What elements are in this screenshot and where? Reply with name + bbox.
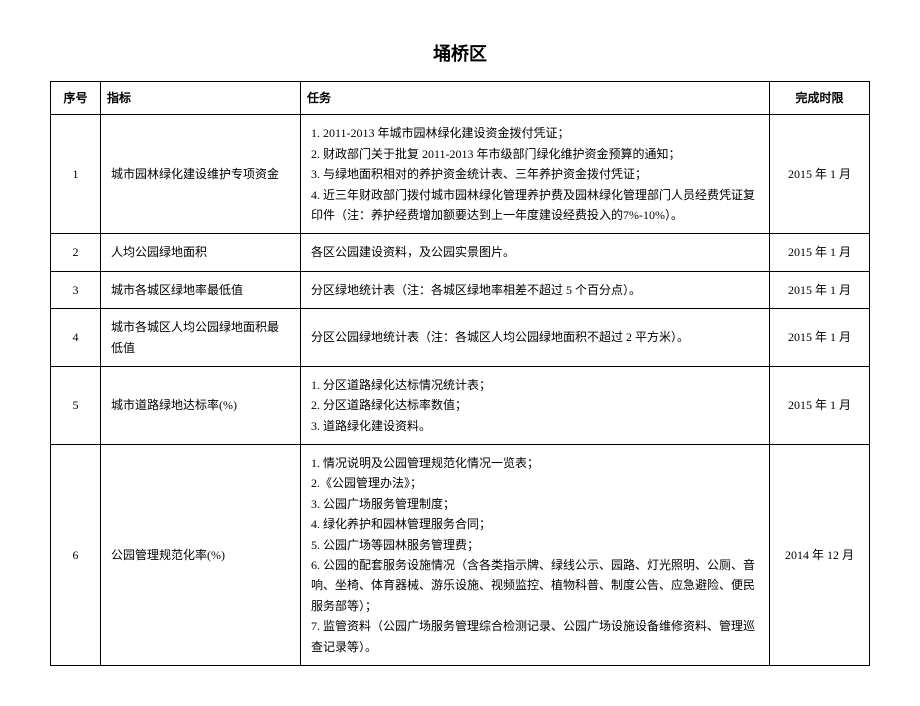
cell-task: 1. 2011-2013 年城市园林绿化建设资金拨付凭证；2. 财政部门关于批复…	[301, 115, 770, 234]
cell-num: 5	[51, 366, 101, 444]
task-line: 2. 分区道路绿化达标率数值；	[311, 395, 759, 415]
cell-deadline: 2015 年 1 月	[770, 366, 870, 444]
col-header-task: 任务	[301, 82, 770, 115]
cell-deadline: 2015 年 1 月	[770, 309, 870, 367]
task-line: 5. 公园广场等园林服务管理费；	[311, 535, 759, 555]
col-header-indicator: 指标	[101, 82, 301, 115]
task-line: 2. 财政部门关于批复 2011-2013 年市级部门绿化维护资金预算的通知；	[311, 144, 759, 164]
cell-indicator: 城市园林绿化建设维护专项资金	[101, 115, 301, 234]
cell-task: 各区公园建设资料，及公园实景图片。	[301, 234, 770, 271]
task-line: 1. 情况说明及公园管理规范化情况一览表；	[311, 453, 759, 473]
main-table: 序号 指标 任务 完成时限 1城市园林绿化建设维护专项资金1. 2011-201…	[50, 81, 870, 666]
task-line: 1. 分区道路绿化达标情况统计表；	[311, 375, 759, 395]
cell-deadline: 2015 年 1 月	[770, 115, 870, 234]
cell-num: 4	[51, 309, 101, 367]
cell-task: 1. 分区道路绿化达标情况统计表；2. 分区道路绿化达标率数值；3. 道路绿化建…	[301, 366, 770, 444]
task-line: 3. 与绿地面积相对的养护资金统计表、三年养护资金拨付凭证；	[311, 164, 759, 184]
cell-indicator: 城市道路绿地达标率(%)	[101, 366, 301, 444]
table-row: 4城市各城区人均公园绿地面积最低值分区公园绿地统计表（注：各城区人均公园绿地面积…	[51, 309, 870, 367]
cell-task: 1. 情况说明及公园管理规范化情况一览表；2.《公园管理办法》；3. 公园广场服…	[301, 445, 770, 666]
col-header-num: 序号	[51, 82, 101, 115]
cell-task: 分区绿地统计表（注：各城区绿地率相差不超过 5 个百分点）。	[301, 271, 770, 308]
cell-indicator: 公园管理规范化率(%)	[101, 445, 301, 666]
cell-num: 6	[51, 445, 101, 666]
task-line: 6. 公园的配套服务设施情况（含各类指示牌、绿线公示、园路、灯光照明、公厕、音响…	[311, 555, 759, 616]
table-header-row: 序号 指标 任务 完成时限	[51, 82, 870, 115]
task-line: 分区绿地统计表（注：各城区绿地率相差不超过 5 个百分点）。	[311, 280, 759, 300]
table-body: 1城市园林绿化建设维护专项资金1. 2011-2013 年城市园林绿化建设资金拨…	[51, 115, 870, 666]
task-line: 分区公园绿地统计表（注：各城区人均公园绿地面积不超过 2 平方米）。	[311, 327, 759, 347]
cell-deadline: 2014 年 12 月	[770, 445, 870, 666]
table-row: 3城市各城区绿地率最低值分区绿地统计表（注：各城区绿地率相差不超过 5 个百分点…	[51, 271, 870, 308]
task-line: 4. 绿化养护和园林管理服务合同；	[311, 514, 759, 534]
task-line: 1. 2011-2013 年城市园林绿化建设资金拨付凭证；	[311, 123, 759, 143]
cell-indicator: 城市各城区人均公园绿地面积最低值	[101, 309, 301, 367]
table-row: 1城市园林绿化建设维护专项资金1. 2011-2013 年城市园林绿化建设资金拨…	[51, 115, 870, 234]
cell-num: 3	[51, 271, 101, 308]
table-row: 5城市道路绿地达标率(%)1. 分区道路绿化达标情况统计表；2. 分区道路绿化达…	[51, 366, 870, 444]
cell-deadline: 2015 年 1 月	[770, 234, 870, 271]
cell-indicator: 人均公园绿地面积	[101, 234, 301, 271]
cell-num: 1	[51, 115, 101, 234]
cell-deadline: 2015 年 1 月	[770, 271, 870, 308]
cell-indicator: 城市各城区绿地率最低值	[101, 271, 301, 308]
task-line: 3. 公园广场服务管理制度；	[311, 494, 759, 514]
cell-num: 2	[51, 234, 101, 271]
task-line: 3. 道路绿化建设资料。	[311, 416, 759, 436]
page-title: 埇桥区	[50, 40, 870, 66]
task-line: 2.《公园管理办法》；	[311, 473, 759, 493]
cell-task: 分区公园绿地统计表（注：各城区人均公园绿地面积不超过 2 平方米）。	[301, 309, 770, 367]
task-line: 4. 近三年财政部门拨付城市园林绿化管理养护费及园林绿化管理部门人员经费凭证复印…	[311, 185, 759, 226]
task-line: 各区公园建设资料，及公园实景图片。	[311, 242, 759, 262]
table-row: 6公园管理规范化率(%)1. 情况说明及公园管理规范化情况一览表；2.《公园管理…	[51, 445, 870, 666]
table-row: 2人均公园绿地面积各区公园建设资料，及公园实景图片。 2015 年 1 月	[51, 234, 870, 271]
col-header-deadline: 完成时限	[770, 82, 870, 115]
